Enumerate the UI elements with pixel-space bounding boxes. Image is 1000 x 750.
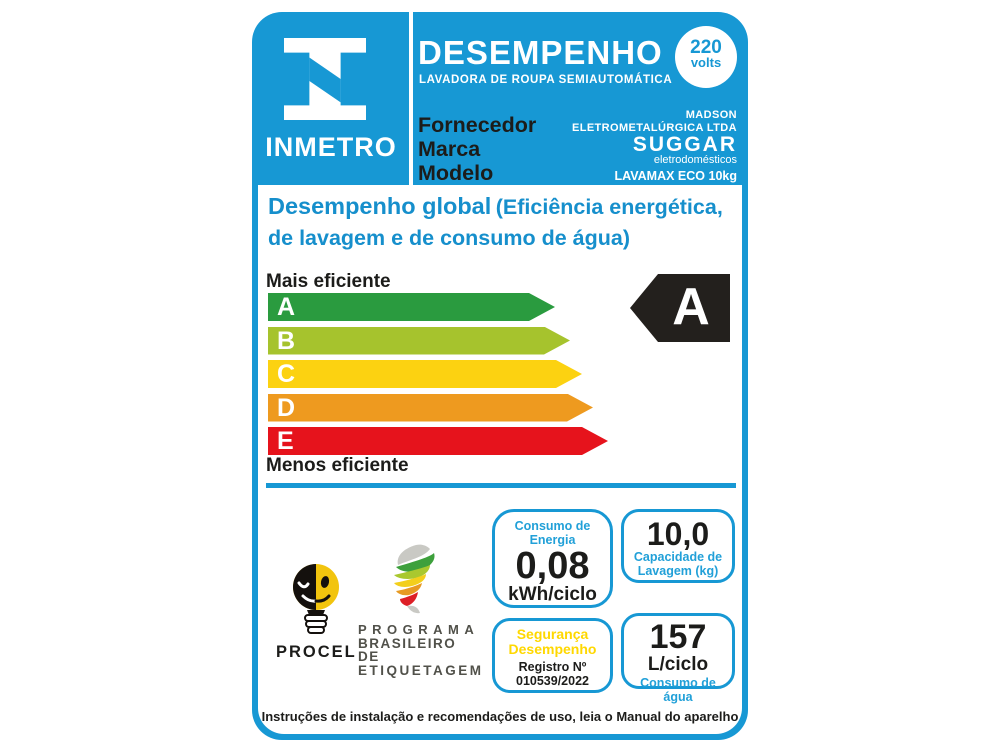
capacity-label-line1: Capacidade de [633,550,723,564]
voltage-unit: volts [690,55,722,70]
energy-label-line1: Consumo de [514,519,591,533]
pbe-line3: ETIQUETAGEM [358,662,484,678]
water-value: 157 [649,618,707,656]
voltage-value: 220 [690,37,722,58]
field-marca: Marca [418,137,481,161]
manufacturer-company: ELETROMETALÚRGICA LTDA [571,121,737,134]
energy-label-line2: Energia [529,533,576,547]
energy-consumption-box: Consumo de Energia 0,08 kWh/ciclo [492,509,613,608]
field-modelo: Modelo [418,161,494,185]
supplier-field-labels: Fornecedor Marca Modelo [418,113,536,185]
footer-instructions: Instruções de instalação e recomendações… [261,709,739,724]
safety-title-line2: Desempenho [508,641,597,657]
label-header: INMETRO DESEMPENHO LAVADORA DE ROUPA SEM… [252,12,748,185]
performance-heading: Desempenho global (Eficiência energética… [268,192,732,255]
efficiency-scale: A B C D E [268,293,608,461]
header-divider [409,12,413,185]
safety-registry-box: Segurança Desempenho Registro Nº 010539/… [492,618,613,693]
procel-wordmark: PROCEL [276,643,357,661]
rating-bar-d: D [268,394,593,422]
field-fornecedor: Fornecedor [418,113,537,137]
voltage-badge: 220 volts [675,26,737,88]
manufacturer-name: MADSON [685,109,737,121]
inmetro-logo-icon [284,38,366,120]
water-consumption-box: 157 L/ciclo Consumo de água [621,613,735,704]
heading-bold: Desempenho global [268,193,492,219]
water-label: Consumo de água [640,676,716,704]
pbe-logo: PROGRAMA BRASILEIRO DE ETIQUETAGEM [358,543,483,677]
rating-bar-a: A [268,293,555,321]
inmetro-wordmark: INMETRO [265,132,397,162]
procel-bulb-icon [293,564,339,634]
brand-wordmark: SUGGAR [632,133,737,156]
brand-tagline: eletrodomésticos [653,154,737,166]
registry-number: 010539/2022 [516,674,589,688]
rating-bar-b: B [268,327,570,355]
selected-rating-arrow: A [630,274,730,342]
capacity-box: 10,0 Capacidade de Lavagem (kg) [621,509,735,583]
scale-bottom-label: Menos eficiente [266,455,409,476]
pbe-line1: PROGRAMA [358,622,480,637]
pbe-ribbon-icon [394,544,435,614]
capacity-value: 10,0 [646,516,710,552]
capacity-label-line2: Lavagem (kg) [637,564,719,578]
heading-detail: (Eficiência energética, de lavagem e de … [268,195,723,250]
label-body: Desempenho global (Eficiência energética… [258,185,742,734]
water-unit: L/ciclo [647,654,709,675]
model-name: LAVAMAX ECO 10kg [614,169,737,183]
inmetro-energy-label: INMETRO DESEMPENHO LAVADORA DE ROUPA SEM… [252,12,748,740]
rating-bar-e: E [268,427,608,455]
section-divider [266,483,736,488]
energy-unit: kWh/ciclo [508,584,597,605]
procel-logo: PROCEL [276,563,356,662]
manufacturer-block: MADSON ELETROMETALÚRGICA LTDA SUGGAR ele… [572,109,737,183]
safety-title-line1: Segurança [516,626,589,642]
pbe-text: PROGRAMA BRASILEIRO DE ETIQUETAGEM [358,623,483,677]
energy-value: 0,08 [515,545,590,587]
pbe-line2: BRASILEIRO DE [358,635,457,664]
rating-bar-c: C [268,360,582,388]
label-title: DESEMPENHO [418,34,663,71]
scale-top-label: Mais eficiente [266,271,391,292]
label-subtitle: LAVADORA DE ROUPA SEMIAUTOMÁTICA [419,74,673,86]
registry-label: Registro Nº [518,660,587,674]
